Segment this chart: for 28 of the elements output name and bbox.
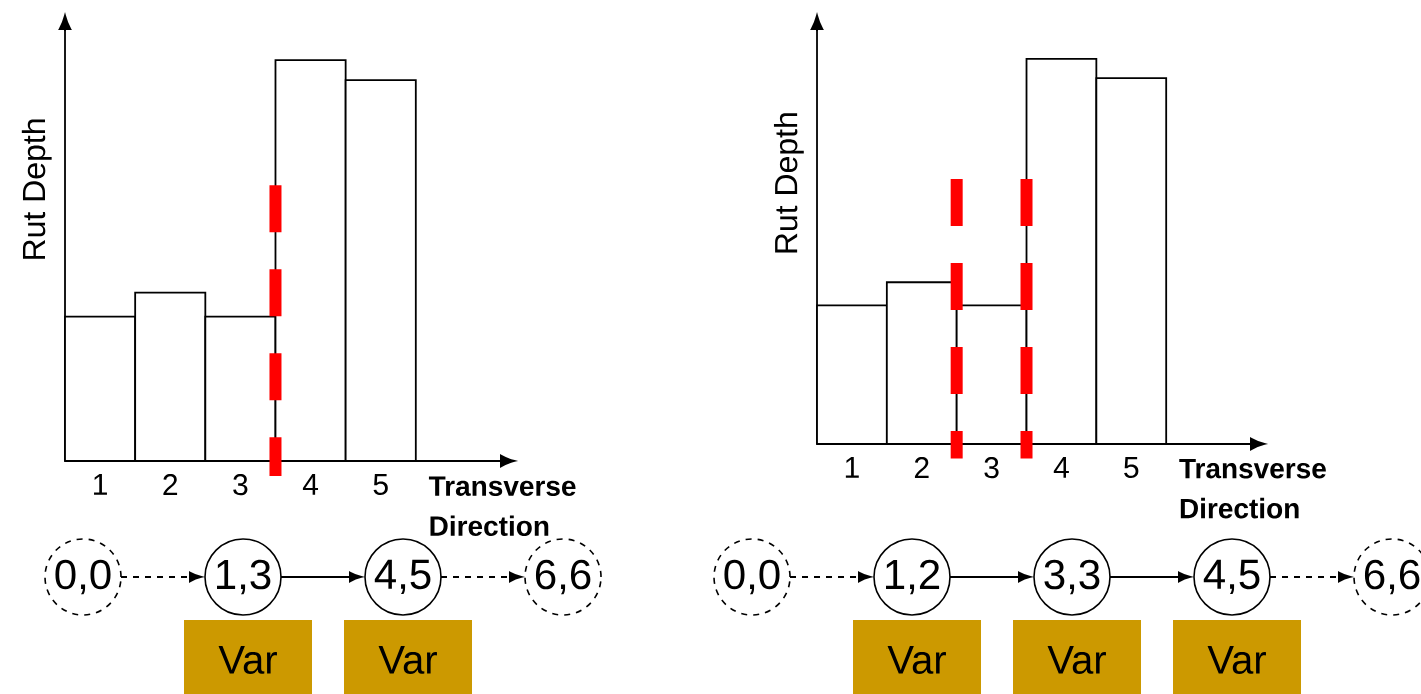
text: 4,5 [1203, 559, 1260, 595]
text: 3,3 [1044, 559, 1100, 595]
y-axis-title: Rut Depth [21, 119, 52, 259]
text: 6,6 [1364, 559, 1420, 595]
text: 6,6 [535, 559, 591, 595]
x-tick-label: 1 [94, 474, 107, 495]
text: Var [1047, 646, 1106, 674]
y-axis-title: Rut Depth [773, 113, 804, 253]
x-tick-label: 2 [914, 457, 929, 478]
x-tick-label: 4 [1053, 457, 1069, 478]
text: 1,3 [217, 559, 271, 595]
x-axis-title: Transverse Direction [428, 476, 576, 537]
x-tick-label: 3 [984, 457, 999, 479]
text: 4,5 [374, 559, 431, 595]
x-tick-label: 1 [845, 457, 859, 478]
x-axis-title: Transverse Direction [1179, 458, 1326, 519]
text: 1,2 [886, 559, 940, 595]
x-tick-label: 5 [373, 474, 388, 495]
x-tick-label: 2 [163, 474, 178, 495]
text: Var [887, 646, 946, 674]
x-tick-label: 3 [233, 474, 248, 496]
text: Var [218, 646, 277, 674]
text: Var [1207, 646, 1266, 674]
text: 0,0 [55, 559, 111, 595]
x-tick-label: 4 [302, 474, 319, 495]
text: Var [378, 646, 437, 674]
x-tick-label: 5 [1124, 457, 1139, 478]
text: 0,0 [724, 559, 780, 595]
